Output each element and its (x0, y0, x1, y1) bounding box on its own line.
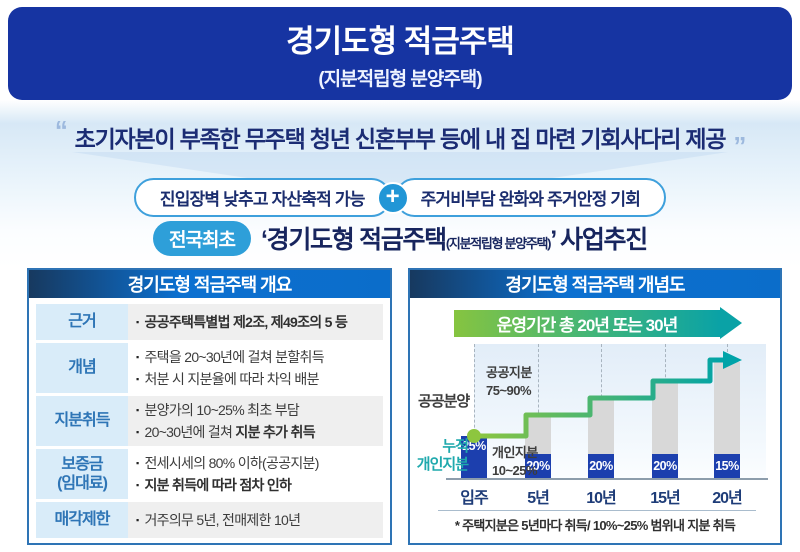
operation-period-banner: 운영기간 총 20년 또는 30년 (454, 310, 720, 337)
bar-label: 20% (526, 459, 550, 473)
table-row-sale-restriction: 매각제한 ▪ 거주의무 5년, 전매제한 10년 (36, 502, 383, 538)
campaign-line: 전국최초 ‘경기도형 적금주택(지분적립형 분양주택)’ 사업추진 (0, 220, 800, 256)
page-title: 경기도형 적금주택 (286, 24, 515, 59)
table-row-deposit: 보증금 (임대료) ▪ 전세시세의 80% 이하(공공지분) ▪ 지분 취득에 따라 … (36, 449, 383, 499)
row-value: ▪ 분양가의 10~25% 최초 부담 (136, 402, 300, 419)
overview-table: 근거 ▪ 공공주택특별법 제2조, 제49조의 5 등 개념 ▪ 주택을 20~30… (29, 298, 390, 547)
row-value: ▪ 전세시세의 80% 이하(공공지분) (136, 455, 319, 472)
concept-chart: 운영기간 총 20년 또는 30년 25% 20% 20% 20% (410, 298, 780, 541)
bullet-icon: ▪ (136, 426, 139, 437)
acquisition-bar (714, 454, 740, 478)
table-row-share-acquisition: 지분취득 ▪ 분양가의 10~25% 최초 부담 ▪ 20~30년에 걸쳐 지분 추… (36, 396, 383, 446)
pill-housing-stability: 주거비부담 완화와 주거안정 기회 (394, 178, 667, 217)
bar-label: 20% (589, 459, 613, 473)
concept-panel: 경기도형 적금주택 개념도 운영기간 총 20년 또는 30년 25% (408, 268, 782, 545)
row-value: ▪ 처분 시 지분율에 따라 차익 배분 (136, 370, 319, 387)
bullet-icon: ▪ (136, 352, 139, 363)
quote-line: “초기자본이 부족한 무주택 청년 신혼부부 등에 내 집 마련 기회사다리 제… (0, 115, 800, 161)
x-tick-label: 입주 (460, 490, 488, 507)
row-label: 매각제한 (36, 502, 128, 538)
quote-text: 초기자본이 부족한 무주택 청년 신혼부부 등에 내 집 마련 기회사다리 제공 (74, 126, 727, 152)
overview-panel: 경기도형 적금주택 개요 근거 ▪ 공공주택특별법 제2조, 제49조의 5 등 … (27, 268, 392, 545)
x-axis-line (446, 478, 768, 480)
acquisition-bar (652, 454, 678, 478)
acquisition-bar (588, 454, 614, 478)
concept-panel-title: 경기도형 적금주택 개념도 (410, 270, 780, 298)
bullet-icon: ▪ (136, 373, 139, 384)
row-value: ▪ 지분 취득에 따라 점차 인하 (136, 476, 292, 493)
bullet-icon: ▪ (136, 514, 139, 525)
acquisition-bar (525, 454, 551, 478)
bullet-icon: ▪ (136, 479, 139, 490)
benefit-pills: 진입장벽 낮추고 자산축적 가능 + 주거비부담 완화와 주거안정 기회 (0, 178, 800, 217)
x-tick-label: 10년 (586, 490, 617, 507)
acquisition-bar (461, 436, 487, 478)
bullet-icon: ▪ (136, 316, 139, 327)
x-tick-label: 5년 (527, 490, 550, 507)
pill-asset-building: 진입장벽 낮추고 자산축적 가능 (133, 178, 391, 217)
table-row-concept: 개념 ▪ 주택을 20~30년에 걸쳐 분할취득 ▪ 처분 시 지분율에 따라 차익… (36, 343, 383, 393)
bullet-icon: ▪ (136, 405, 139, 416)
row-label: 근거 (36, 304, 128, 340)
bar-label: 15% (715, 459, 739, 473)
campaign-text: ‘경기도형 적금주택(지분적립형 분양주택)’ 사업추진 (260, 226, 648, 254)
main-header: 경기도형 적금주택 (지분적립형 분양주택) (8, 7, 792, 100)
bar-label: 20% (653, 459, 677, 473)
bullet-icon: ▪ (136, 458, 139, 469)
row-label: 지분취득 (36, 396, 128, 446)
chart-footnote: * 주택지분은 5년마다 취득/ 10%~25% 범위내 지분 취득 (454, 518, 736, 533)
x-tick-label: 15년 (650, 490, 681, 507)
open-quote-icon: “ (54, 115, 68, 145)
row-value: ▪ 공공주택특별법 제2조, 제49조의 5 등 (136, 313, 348, 330)
row-label: 보증금 (임대료) (36, 449, 128, 499)
personal-share-label: 개인지분 10~25% (492, 445, 538, 478)
row-value: ▪ 거주의무 5년, 전매제한 10년 (136, 511, 301, 528)
row-value: ▪ 20~30년에 걸쳐 지분 추가 취득 (136, 423, 316, 440)
cumulative-personal-share-label: 누적 개인지분 (416, 438, 469, 473)
hero-band: “초기자본이 부족한 무주택 청년 신혼부부 등에 내 집 마련 기회사다리 제… (0, 100, 800, 268)
public-sale-label: 공공분양 (418, 393, 470, 410)
public-share-label: 공공지분 75~90% (486, 365, 532, 398)
table-row-basis: 근거 ▪ 공공주택특별법 제2조, 제49조의 5 등 (36, 304, 383, 340)
plus-icon: + (376, 181, 409, 214)
row-label: 개념 (36, 343, 128, 393)
row-value: ▪ 주택을 20~30년에 걸쳐 분할취득 (136, 349, 325, 366)
banner-arrowhead-icon (720, 307, 742, 339)
page-subtitle: (지분적립형 분양주택) (318, 69, 482, 90)
campaign-paren: (지분적립형 분양주택) (445, 236, 552, 251)
first-in-nation-badge: 전국최초 (153, 220, 251, 256)
x-tick-label: 20년 (712, 490, 743, 507)
overview-panel-title: 경기도형 적금주택 개요 (29, 270, 390, 298)
footnote-divider (438, 510, 756, 511)
close-quote-icon: ” (733, 131, 746, 161)
